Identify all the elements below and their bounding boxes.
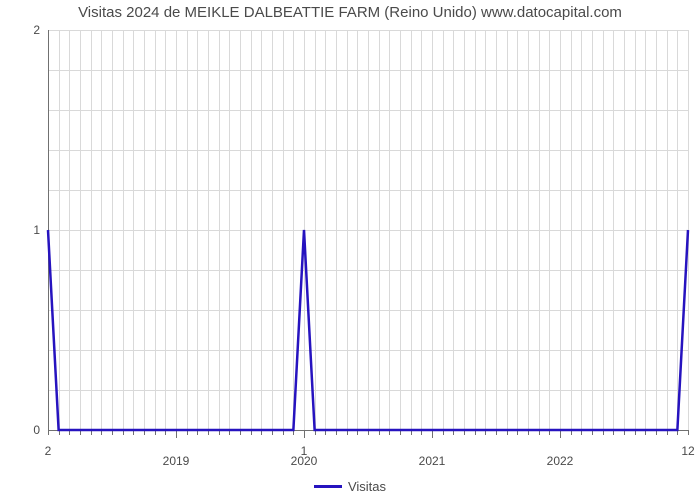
legend-swatch [314,485,342,488]
x-tick-label: 2022 [547,454,574,468]
y-tick-label: 0 [10,423,40,437]
gridline-v [688,30,689,430]
legend: Visitas [0,475,700,494]
x-minor-tick [688,430,689,435]
x-major-tick [304,430,305,438]
legend-label: Visitas [348,479,386,494]
y-tick-label: 1 [10,223,40,237]
x-tick-label: 2019 [163,454,190,468]
series-line [48,30,688,430]
data-point-label: 2 [45,444,52,458]
data-point-label: 1 [301,444,308,458]
x-tick-label: 2021 [419,454,446,468]
y-tick-label: 2 [10,23,40,37]
data-point-label: 12 [681,444,694,458]
legend-item-visitas: Visitas [314,479,386,494]
x-minor-tick [48,430,49,435]
plot-area [48,30,688,430]
chart-title: Visitas 2024 de MEIKLE DALBEATTIE FARM (… [0,4,700,21]
